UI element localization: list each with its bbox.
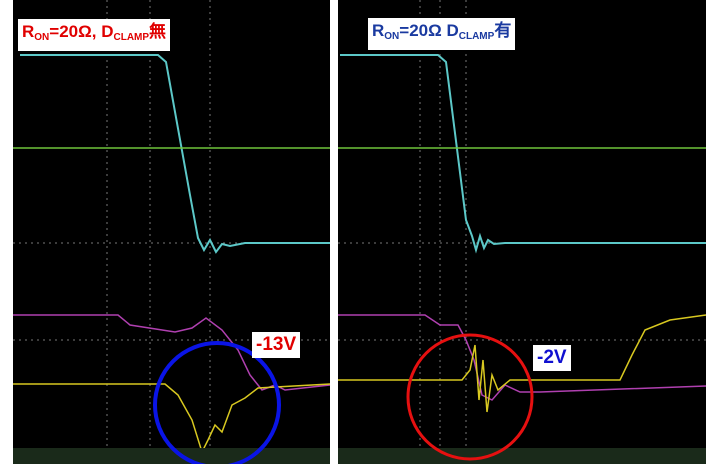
status-bar	[338, 448, 706, 464]
voltage-annotation: -2V	[533, 345, 571, 371]
label-text: R	[372, 21, 384, 40]
status-bar	[13, 448, 330, 464]
label-text: =20Ω D	[399, 21, 458, 40]
condition-label: RON=20Ω DCLAMP有	[368, 18, 515, 50]
screen	[13, 0, 330, 464]
voltage-annotation: -13V	[252, 332, 300, 358]
label-text: 有	[494, 21, 511, 40]
label-sub: ON	[384, 31, 399, 42]
label-text: =20Ω, D	[49, 22, 113, 41]
label-sub: CLAMP	[459, 31, 495, 42]
screen	[338, 0, 706, 464]
label-sub: CLAMP	[113, 32, 149, 43]
scope-view	[0, 0, 706, 464]
right-scope	[338, 0, 706, 464]
page: RON=20Ω, DCLAMP無 RON=20Ω DCLAMP有 -13V -2…	[0, 0, 706, 464]
left-scope	[13, 0, 330, 464]
label-text: 無	[149, 22, 166, 41]
label-text: R	[22, 22, 34, 41]
condition-label: RON=20Ω, DCLAMP無	[18, 19, 170, 51]
label-sub: ON	[34, 32, 49, 43]
